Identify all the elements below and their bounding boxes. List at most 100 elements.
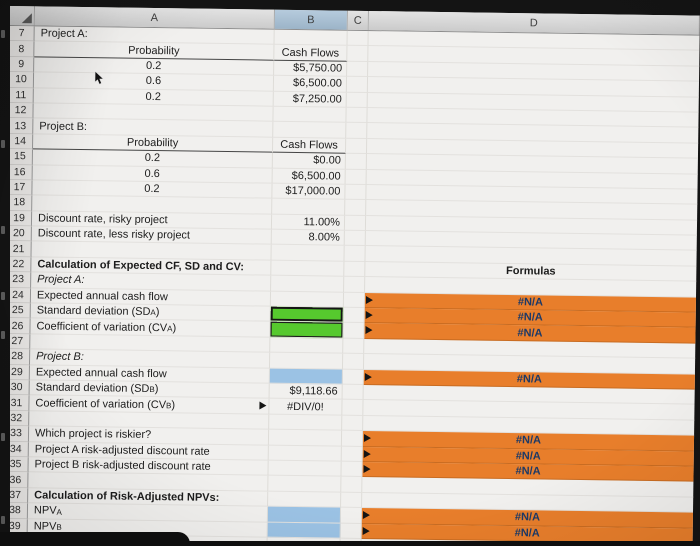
cell-C36[interactable] [341, 477, 363, 493]
cell-B34[interactable] [268, 445, 342, 462]
cell-C17[interactable] [345, 184, 367, 201]
cell-B38[interactable] [267, 506, 342, 524]
cell-B27[interactable] [270, 337, 344, 354]
cell-B21[interactable] [271, 245, 345, 262]
row-number: 20 [12, 227, 25, 240]
cell-B25[interactable] [270, 306, 344, 324]
cell-C16[interactable] [345, 169, 367, 185]
row-header-18[interactable]: 18 [7, 195, 33, 212]
cell-C35[interactable] [341, 461, 363, 478]
row-number: 28 [11, 350, 24, 363]
select-all-corner[interactable] [9, 6, 35, 26]
column-header-A[interactable]: A [34, 6, 275, 29]
cell-B26[interactable] [270, 322, 344, 339]
cell-C25[interactable] [343, 307, 365, 324]
row-header-9[interactable]: 9 [9, 56, 35, 73]
cell-text: 0.6 [145, 75, 162, 88]
cell-B7[interactable] [274, 29, 348, 47]
cell-B29[interactable] [269, 368, 343, 385]
cell-C24[interactable] [343, 292, 366, 309]
cell-B16[interactable]: $6,500.00 [272, 168, 346, 185]
cell-B24[interactable] [270, 291, 345, 308]
cell-B17[interactable]: $17,000.00 [272, 183, 346, 200]
cell-C7[interactable] [347, 30, 369, 47]
row-number: 25 [11, 304, 24, 317]
cell-B10[interactable]: $6,500.00 [273, 75, 348, 93]
cell-C13[interactable] [346, 123, 368, 139]
cell-B37[interactable] [268, 491, 342, 508]
cell-B32[interactable] [269, 414, 343, 431]
cell-C39[interactable] [340, 523, 362, 539]
cell-B13[interactable] [273, 122, 347, 139]
column-header-B[interactable]: B [274, 9, 348, 30]
cell-B33[interactable] [268, 429, 343, 447]
cell-C28[interactable] [342, 353, 365, 370]
cell-B11[interactable]: $7,250.00 [273, 91, 347, 108]
cell-B15[interactable]: $0.00 [272, 152, 346, 170]
cell-C26[interactable] [343, 323, 365, 339]
cell-text: 8.00% [308, 231, 340, 244]
cell-B19[interactable]: 11.00% [271, 214, 346, 231]
row-header-16[interactable]: 16 [7, 164, 33, 181]
cell-C37[interactable] [341, 492, 363, 509]
row-header-20[interactable]: 20 [6, 226, 32, 242]
row-header-15[interactable]: 15 [7, 149, 33, 165]
row-header-21[interactable]: 21 [6, 241, 32, 258]
row-header-14[interactable]: 14 [8, 133, 34, 150]
cell-C10[interactable] [346, 76, 369, 93]
cell-C38[interactable] [340, 507, 363, 524]
cell-B28[interactable] [269, 352, 344, 370]
cell-C11[interactable] [346, 92, 368, 108]
cell-B14[interactable]: Cash Flows [272, 137, 347, 154]
cell-C8[interactable] [347, 46, 369, 62]
cell-C12[interactable] [346, 107, 368, 124]
column-header-label: A [150, 11, 159, 24]
cell-text: #N/A [517, 295, 544, 309]
cell-B30[interactable]: $9,118.66 [269, 383, 343, 401]
column-header-C[interactable]: C [347, 10, 369, 31]
bezel-mark [1, 226, 5, 234]
cell-C22[interactable] [344, 261, 366, 278]
cell-B20[interactable]: 8.00% [271, 229, 345, 247]
cell-C15[interactable] [345, 153, 367, 170]
cell-C20[interactable] [344, 230, 366, 247]
cell-B36[interactable] [268, 475, 342, 493]
cell-B9[interactable]: $5,750.00 [274, 60, 348, 77]
cell-C19[interactable] [344, 215, 367, 232]
row-header-22[interactable]: 22 [6, 256, 32, 273]
cell-C33[interactable] [341, 430, 364, 447]
row-header-17[interactable]: 17 [7, 179, 33, 196]
cell-C29[interactable] [342, 369, 364, 385]
cell-B23[interactable] [271, 275, 345, 293]
cell-C18[interactable] [345, 199, 367, 216]
cell-text: Cash Flows [281, 46, 340, 60]
row-header-10[interactable]: 10 [8, 72, 35, 88]
cell-C23[interactable] [344, 276, 366, 293]
cell-text: #N/A [514, 511, 541, 524]
cell-C32[interactable] [342, 415, 364, 432]
bezel-mark [1, 292, 5, 300]
row-header-12[interactable]: 12 [8, 102, 34, 119]
cell-C31[interactable] [342, 400, 364, 416]
cell-C30[interactable] [342, 384, 364, 401]
cell-B31[interactable]: #DIV/0! [259, 399, 343, 416]
row-header-13[interactable]: 13 [8, 118, 34, 135]
cell-C27[interactable] [343, 338, 365, 355]
cell-C14[interactable] [345, 138, 368, 155]
cell-B35[interactable] [268, 460, 342, 478]
cell-B22[interactable] [271, 260, 345, 277]
cell-text: 0.2 [145, 90, 161, 103]
cell-C34[interactable] [341, 446, 363, 462]
row-header-7[interactable]: 7 [9, 25, 35, 42]
cell-C21[interactable] [344, 246, 366, 262]
cell-B12[interactable] [273, 106, 347, 124]
cell-C9[interactable] [347, 61, 369, 78]
cell-B18[interactable] [272, 198, 346, 216]
label: ) [171, 398, 176, 411]
column-header-label: B [307, 13, 315, 26]
row-header-11[interactable]: 11 [8, 87, 34, 104]
row-header-8[interactable]: 8 [9, 41, 35, 58]
cell-B8[interactable]: Cash Flows [274, 45, 348, 62]
cell-B39[interactable] [267, 522, 341, 539]
row-header-19[interactable]: 19 [6, 210, 33, 227]
